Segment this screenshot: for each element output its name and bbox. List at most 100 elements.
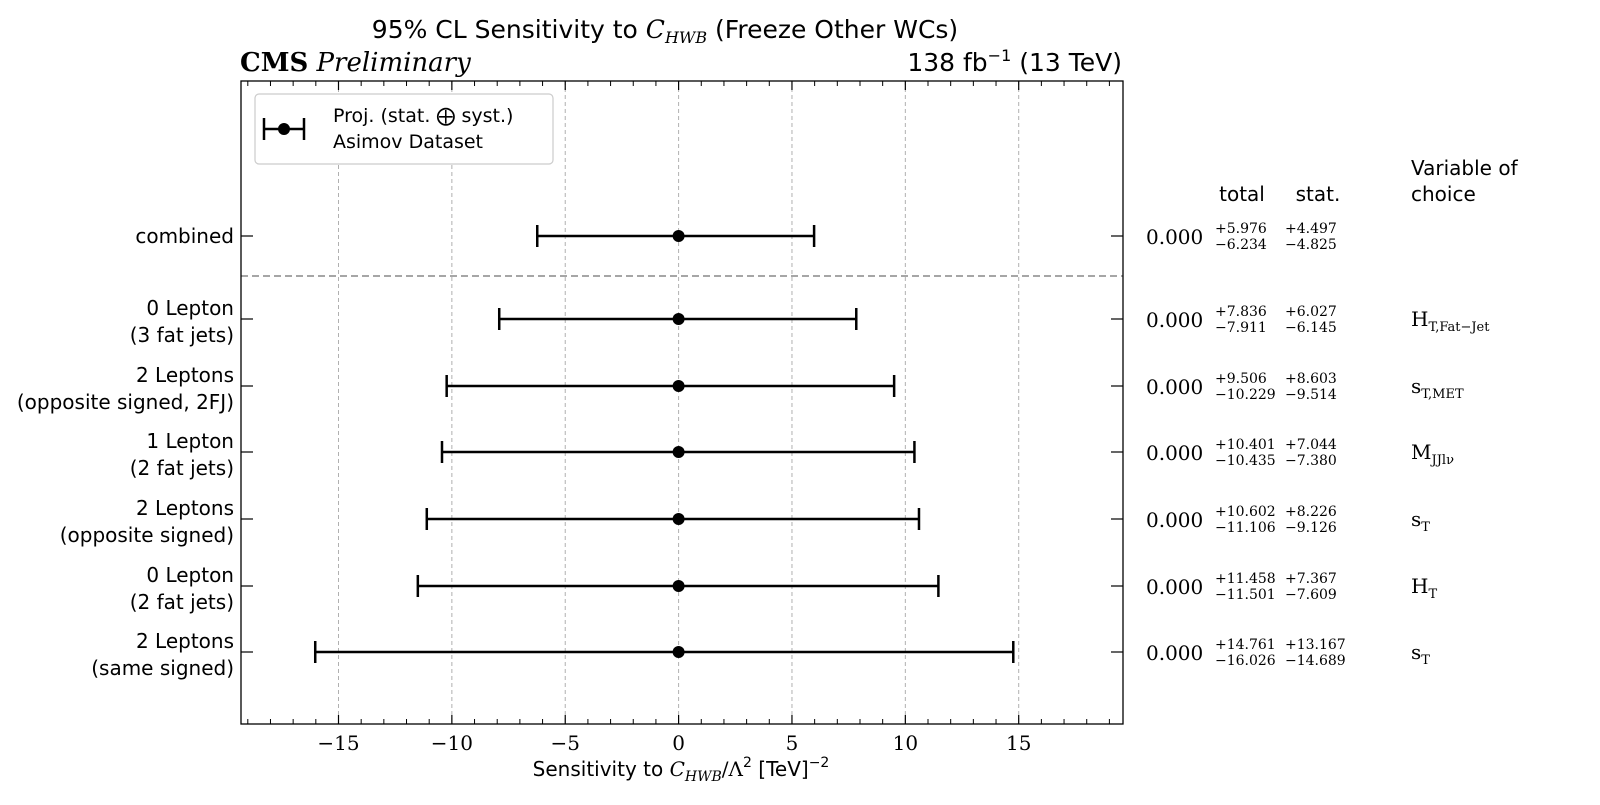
experiment-tag: Preliminary — [316, 48, 472, 78]
stat-down: −7.609 — [1285, 587, 1337, 603]
row-label-line1: 0 Lepton — [146, 563, 234, 587]
row-label-line2: (same signed) — [91, 656, 234, 680]
x-tick-label: −15 — [317, 731, 359, 755]
xlabel-unit-exp: −2 — [809, 755, 830, 771]
central-value: 0.000 — [1146, 441, 1203, 465]
legend-line2: Asimov Dataset — [333, 131, 483, 153]
x-tick-label: 15 — [1006, 731, 1031, 755]
row-label-line1: 0 Lepton — [146, 296, 234, 320]
total-up: +5.976 — [1215, 221, 1267, 237]
total-down: −11.106 — [1215, 520, 1276, 536]
grid-lines — [241, 81, 1123, 724]
x-axis-label: Sensitivity to CHWB/Λ2 [TeV]−2 — [533, 748, 830, 785]
stat-down: −14.689 — [1285, 653, 1346, 669]
row-labels: combined 0 Lepton (3 fat jets) 2 Leptons (op… — [17, 224, 234, 680]
central-point — [672, 230, 685, 242]
variable-main: s — [1411, 374, 1421, 398]
xlabel-prefix: Sensitivity to — [533, 757, 664, 781]
variable-sub: T,MET — [1421, 387, 1464, 402]
variable-of-choice: HT,Fat−Jet — [1411, 307, 1490, 335]
row-label-line1: 2 Leptons — [136, 363, 234, 387]
variable-sub: JJlν — [1429, 453, 1454, 468]
data-marks — [313, 225, 1015, 663]
variable-sub: T,Fat−Jet — [1428, 320, 1490, 335]
row-label-line1: 2 Leptons — [136, 629, 234, 653]
row-label-line2: (2 fat jets) — [130, 456, 234, 480]
variable-of-choice: MJJlν — [1411, 440, 1454, 468]
col-header-variable-2: choice — [1411, 182, 1476, 206]
row-label-line2: (3 fat jets) — [130, 323, 234, 347]
variable-main: M — [1411, 440, 1431, 464]
total-down: −6.234 — [1215, 237, 1267, 253]
central-value: 0.000 — [1146, 308, 1203, 332]
central-value: 0.000 — [1146, 225, 1203, 249]
stat-up: +4.497 — [1285, 221, 1337, 237]
variable-of-choice: HT — [1411, 574, 1437, 602]
central-value: 0.000 — [1146, 508, 1203, 532]
x-axis: −15 −10 −5 0 5 10 15 — [241, 81, 1123, 755]
variable-sub: T — [1421, 653, 1430, 668]
total-up: +11.458 — [1215, 571, 1276, 587]
stat-up: +8.226 — [1285, 504, 1337, 520]
xlabel-sq: 2 — [743, 755, 752, 771]
total-down: −16.026 — [1215, 653, 1276, 669]
lumi-exp: −1 — [988, 46, 1012, 65]
xlabel-sub: HWB — [684, 769, 722, 785]
x-tick-label: −10 — [431, 731, 473, 755]
total-up: +9.506 — [1215, 371, 1267, 387]
col-header-variable-1: Variable of — [1411, 156, 1519, 180]
chart-title: 95% CL Sensitivity to CHWB (Freeze Other… — [372, 15, 958, 49]
variable-sub: T — [1421, 520, 1430, 535]
results-table: 0.000 +5.976−6.234 +4.497−4.825 0.000 +7.836… — [1146, 221, 1490, 669]
central-value: 0.000 — [1146, 575, 1203, 599]
xlabel-unit: [TeV] — [758, 757, 808, 781]
stat-up: +8.603 — [1285, 371, 1337, 387]
total-up: +10.401 — [1215, 437, 1276, 453]
experiment-label: CMS Preliminary — [240, 48, 471, 78]
stat-up: +13.167 — [1285, 637, 1346, 653]
central-point — [672, 380, 685, 392]
x-tick-label: 5 — [786, 731, 799, 755]
central-point — [672, 446, 685, 458]
variable-main: s — [1411, 640, 1421, 664]
lumi-label: 138 fb−1 (13 TeV) — [907, 38, 1122, 77]
variable-main: H — [1411, 307, 1428, 331]
row-label-line1: 1 Lepton — [146, 429, 234, 453]
x-tick-label: −5 — [550, 731, 579, 755]
lumi-value: 138 fb — [907, 48, 987, 77]
lumi-energy: (13 TeV) — [1019, 48, 1122, 77]
total-up: +14.761 — [1215, 637, 1276, 653]
stat-down: −9.126 — [1285, 520, 1337, 536]
title-suffix: (Freeze Other WCs) — [715, 15, 958, 44]
total-up: +7.836 — [1215, 304, 1267, 320]
stat-down: −7.380 — [1285, 453, 1337, 469]
legend: Proj. (stat. ⨁ syst.) Asimov Dataset — [254, 93, 554, 165]
row-label-line1: combined — [135, 224, 234, 248]
title-prefix: 95% CL Sensitivity to — [372, 15, 638, 44]
legend-marker — [262, 118, 306, 140]
plot-frame — [240, 80, 1124, 725]
row-label-line2: (2 fat jets) — [130, 590, 234, 614]
title-wc-sub: HWB — [664, 28, 707, 47]
variable-of-choice: sT — [1411, 640, 1430, 668]
total-down: −10.435 — [1215, 453, 1276, 469]
col-header-total: total — [1219, 182, 1265, 206]
row-label-line2: (opposite signed) — [60, 523, 234, 547]
stat-down: −9.514 — [1285, 387, 1337, 403]
central-point — [672, 513, 685, 525]
row-label-line2: (opposite signed, 2FJ) — [17, 390, 234, 414]
row-label-line1: 2 Leptons — [136, 496, 234, 520]
x-tick-label: 0 — [672, 731, 685, 755]
variable-main: H — [1411, 574, 1428, 598]
total-up: +10.602 — [1215, 504, 1276, 520]
central-value: 0.000 — [1146, 641, 1203, 665]
stat-down: −6.145 — [1285, 320, 1337, 336]
central-value: 0.000 — [1146, 375, 1203, 399]
xlabel-var: C — [670, 757, 685, 781]
stat-up: +7.044 — [1285, 437, 1337, 453]
stat-down: −4.825 — [1285, 237, 1337, 253]
total-down: −10.229 — [1215, 387, 1276, 403]
legend-line1: Proj. (stat. ⨁ syst.) — [333, 105, 513, 127]
title-wc: C — [646, 15, 665, 44]
